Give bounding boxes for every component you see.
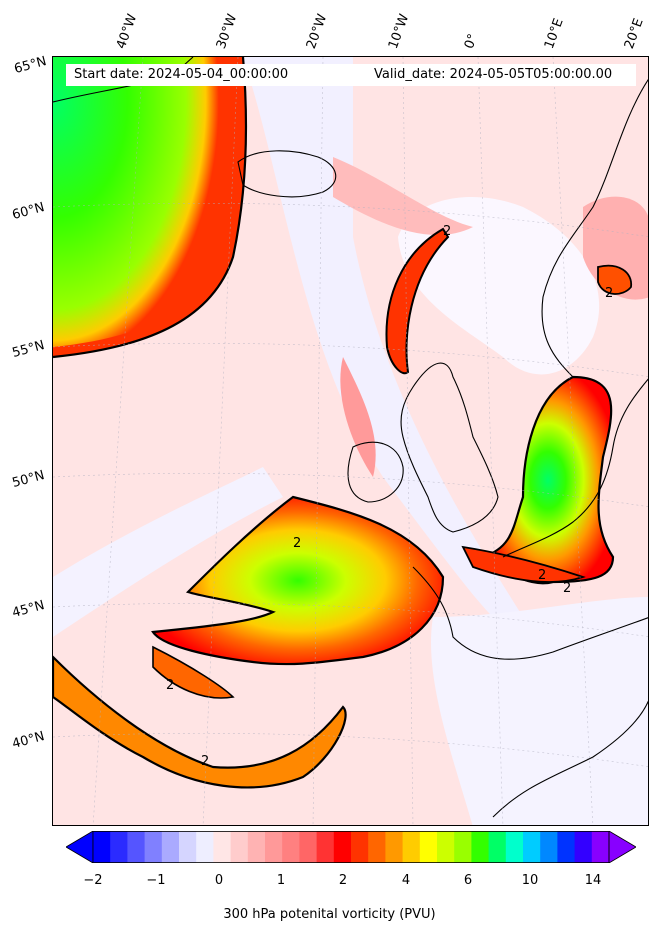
colorbar-segment (402, 831, 421, 863)
colorbar-tick: 6 (463, 873, 473, 888)
lat-label-60n: 60°N (10, 200, 47, 223)
colorbar-extend-high (608, 831, 636, 863)
colorbar-tick: −1 (146, 873, 166, 888)
low-pv-band (53, 467, 283, 637)
colorbar-segment (93, 831, 111, 863)
contour-label: 2 (443, 224, 451, 239)
colorbar-segment (282, 831, 300, 863)
colorbar-segment (574, 831, 593, 863)
colorbar-segment (299, 831, 318, 863)
pv-ribbon-inner (152, 645, 235, 699)
contour-label: 2 (201, 754, 209, 769)
colorbar-segment (557, 831, 576, 863)
pv-patch (333, 157, 473, 236)
colorbar-segment (316, 831, 335, 863)
colorbar-segment (454, 831, 472, 863)
pv-2-contour (53, 57, 248, 359)
north-africa-coast (492, 700, 648, 818)
colorbar (66, 831, 636, 863)
contour-label: 2 (563, 581, 571, 596)
contour-label: 2 (605, 286, 613, 301)
ireland-coast (347, 441, 404, 503)
colorbar-segment (419, 831, 438, 863)
colorbar-segment (488, 831, 507, 863)
colorbar-segment (230, 831, 249, 863)
nw-pv-anomaly-core (53, 57, 238, 347)
iceland-coast (237, 150, 337, 198)
pv-field-map: 2 2 2 2 2 2 2 (53, 57, 648, 825)
lon-label-0: 0° (461, 31, 482, 51)
lon-label-20e: 20°E (621, 16, 647, 51)
colorbar-segment (196, 831, 214, 863)
low-pv-band (243, 57, 523, 617)
colorbar-segment (110, 831, 128, 863)
biscay-iberia-coast (412, 566, 648, 660)
colorbar-segment (127, 831, 146, 863)
lat-label-65n: 65°N (12, 54, 49, 77)
lat-label-40n: 40°N (10, 729, 47, 752)
colorbar-tick: 4 (401, 873, 411, 888)
scandinavia-coast (541, 79, 648, 378)
colorbar-segment (144, 831, 163, 863)
low-pv-region-south (431, 597, 648, 825)
colorbar-segment (351, 831, 369, 863)
colorbar-tick: 0 (214, 873, 224, 888)
date-info-bar: Start date: 2024-05-04_00:00:00 Valid_da… (66, 64, 636, 86)
colorbar-segment (213, 831, 232, 863)
contour-label: 2 (293, 536, 301, 551)
colorbar-tick: 14 (584, 873, 602, 888)
lon-label-10e: 10°E (541, 16, 567, 51)
contour-label: 2 (166, 678, 174, 693)
pv-filament (385, 227, 450, 375)
pv-ribbon (53, 655, 347, 789)
colorbar-segment (385, 831, 404, 863)
lat-label-45n: 45°N (10, 598, 47, 621)
lon-label-30w: 30°W (213, 12, 241, 51)
colorbar-tick: 1 (276, 873, 286, 888)
map-panel: 2 2 2 2 2 2 2 (52, 56, 649, 826)
colorbar-tick: 10 (521, 873, 539, 888)
colorbar-segment (505, 831, 524, 863)
start-date-text: Start date: 2024-05-04_00:00:00 (74, 67, 289, 82)
colorbar-border (92, 831, 610, 863)
colorbar-segment (471, 831, 490, 863)
lat-label-50n: 50°N (10, 468, 47, 491)
colorbar-segment (591, 831, 610, 863)
continental-europe-coast (502, 378, 648, 558)
colorbar-title: 300 hPa potenital vorticity (PVU) (223, 907, 436, 922)
cutoff-low (151, 495, 445, 666)
colorbar-tick: 2 (338, 873, 348, 888)
colorbar-extend-low (66, 831, 94, 863)
lon-label-20w: 20°W (303, 12, 331, 51)
graticule (53, 57, 648, 825)
contour-label: 2 (538, 568, 546, 583)
colorbar-segment (247, 831, 266, 863)
pv-patch (340, 357, 376, 477)
lat-label-55n: 55°N (10, 338, 47, 361)
colorbar-segment (333, 831, 352, 863)
lon-label-10w: 10°W (385, 12, 413, 51)
colorbar-segment (368, 831, 386, 863)
low-pv-region-north (398, 197, 600, 375)
colorbar-segment (179, 831, 197, 863)
colorbar-segment (265, 831, 283, 863)
colorbar-tick: −2 (83, 873, 103, 888)
colorbar-segment (540, 831, 558, 863)
colorbar-segment (437, 831, 455, 863)
pv-small-anomaly (597, 264, 632, 295)
colorbar-segment (523, 831, 541, 863)
colorbar-segment (161, 831, 180, 863)
lon-label-40w: 40°W (113, 12, 141, 51)
valid-date-text: Valid_date: 2024-05-05T05:00:00.00 (374, 67, 613, 82)
great-britain-coast (400, 362, 499, 533)
